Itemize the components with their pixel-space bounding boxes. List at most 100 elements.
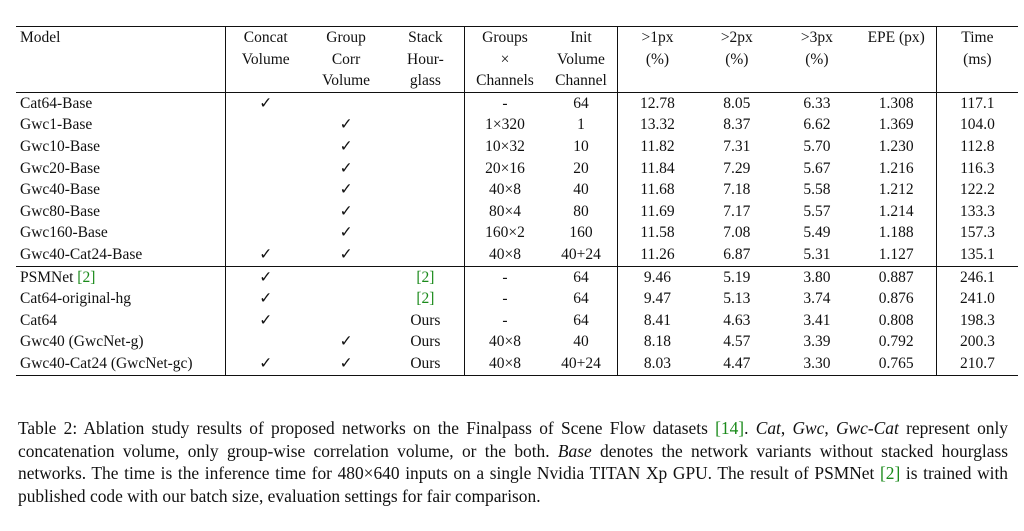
cell-epe: 1.308: [857, 92, 937, 114]
citation-link[interactable]: [2]: [880, 463, 901, 484]
cell-stack: [386, 179, 465, 201]
cell-value: 40+24: [561, 245, 601, 263]
cell-value: Ours: [410, 311, 441, 329]
cell-value: 1: [577, 116, 585, 134]
cell-value: 40+24: [561, 354, 601, 372]
cell-concat: [224, 157, 306, 180]
cell-concat: ✓: [224, 309, 306, 332]
cell-value: 1.308: [878, 94, 914, 112]
cell-value: ✓: [339, 159, 353, 177]
column-header: >2px (%): [697, 27, 778, 93]
cell-init: 80: [545, 201, 618, 223]
cell-concat: [224, 331, 306, 353]
cell-value: 0.887: [878, 268, 914, 286]
citation-link[interactable]: [2]: [416, 290, 435, 308]
cell-value: 112.8: [960, 137, 995, 155]
cell-epe: 1.212: [857, 179, 937, 201]
caption-text: .: [744, 418, 756, 438]
citation-link[interactable]: [14]: [715, 418, 745, 438]
cell-value: 135.1: [959, 245, 995, 263]
column-header-line: Time: [961, 29, 994, 46]
cell-concat: ✓: [224, 92, 306, 115]
table-row: Cat64 ✓ Ours - 64 8.41 4.63 3.41 0.808 198.3: [16, 309, 1018, 332]
cell-epe: 1.216: [857, 158, 937, 180]
cell-value: 6.62: [803, 116, 831, 134]
cell-time: 116.3: [935, 157, 1018, 180]
cell-p3: 5.70: [777, 136, 857, 158]
column-header-line: glass: [409, 72, 441, 90]
cell-groups: 1×320: [464, 114, 545, 136]
cell-value: 133.3: [959, 202, 995, 220]
cell-value: 5.49: [803, 224, 831, 242]
cell-value: ✓: [339, 181, 353, 199]
cell-epe: 0.792: [857, 331, 937, 353]
cell-time: 210.7: [935, 352, 1018, 375]
citation-link[interactable]: [2]: [416, 268, 435, 286]
cell-value: -: [502, 268, 508, 286]
cell-value: ✓: [339, 354, 353, 372]
column-header-line: Groups: [482, 29, 528, 46]
cell-value: 4.47: [723, 354, 751, 372]
citation-link[interactable]: [2]: [77, 268, 96, 286]
cell-value: 64: [573, 290, 589, 308]
cell-value: 9.46: [643, 268, 672, 286]
cell-value: 5.31: [803, 245, 831, 263]
cell-epe: 0.765: [857, 353, 937, 375]
cell-value: 3.30: [803, 354, 831, 372]
cell-value: 8.41: [643, 311, 672, 329]
cell-p2: 7.08: [697, 222, 778, 244]
cell-stack: Ours: [386, 310, 465, 332]
cell-value: 7.17: [723, 202, 751, 220]
cell-stack: [386, 136, 465, 158]
column-header: Model: [16, 27, 225, 93]
cell-time: 241.0: [935, 288, 1018, 310]
cell-value: 1.127: [878, 245, 914, 263]
cell-value: ✓: [259, 354, 273, 372]
caption-term-base: Base: [557, 440, 592, 461]
cell-value: 8.03: [643, 354, 672, 372]
cell-value: 160×2: [485, 224, 525, 242]
cell-group: [306, 266, 387, 288]
cell-init: 40+24: [545, 244, 618, 266]
column-header: Init Volume Channel: [545, 27, 618, 93]
cell-model: Cat64-Base: [16, 92, 225, 114]
cell-value: 11.82: [640, 137, 675, 155]
caption-text: ,: [780, 418, 793, 438]
column-header-line: >3px: [800, 29, 833, 46]
table-row: PSMNet [2] ✓ [2] - 64 9.46 5.19 3.80 0.887 246.1: [16, 266, 1018, 289]
cell-value: 198.3: [959, 311, 995, 329]
cell-value: 40: [573, 181, 589, 199]
cell-value: -: [502, 94, 508, 112]
model-name: Cat64-original-hg: [20, 290, 132, 308]
cell-groups: 40×8: [464, 331, 545, 353]
cell-p2: 7.31: [697, 136, 778, 158]
cell-p2: 8.37: [697, 114, 778, 136]
cell-value: 0.792: [878, 333, 914, 351]
column-header: >1px (%): [617, 26, 697, 93]
cell-value: 116.3: [960, 159, 995, 177]
cell-value: 64: [573, 94, 589, 112]
cell-init: 64: [545, 92, 618, 114]
model-name: Gwc1-Base: [20, 116, 93, 134]
cell-init: 64: [545, 310, 618, 332]
cell-p3: 5.67: [777, 158, 857, 180]
model-name: PSMNet: [20, 268, 78, 286]
column-header-line: >2px: [720, 29, 753, 46]
cell-time: 122.2: [935, 179, 1018, 201]
cell-p1: 11.84: [617, 157, 697, 180]
cell-group: ✓: [306, 201, 387, 223]
cell-stack: [386, 201, 465, 223]
caption-term-cat: Cat: [755, 418, 781, 438]
cell-time: 157.3: [935, 222, 1018, 244]
cell-value: ✓: [259, 94, 273, 112]
column-header: Stack Hour-glass: [386, 27, 465, 93]
cell-p1: 11.26: [617, 243, 697, 267]
column-header: Concat Volume: [224, 26, 306, 93]
cell-value: 3.74: [803, 290, 831, 308]
column-header: Group Corr Volume: [306, 27, 387, 93]
column-header: Time (ms): [935, 26, 1018, 93]
cell-p3: 5.31: [777, 244, 857, 266]
cell-p1: 11.58: [617, 222, 697, 244]
cell-time: 104.0: [935, 114, 1018, 136]
cell-value: 1×320: [485, 116, 525, 134]
